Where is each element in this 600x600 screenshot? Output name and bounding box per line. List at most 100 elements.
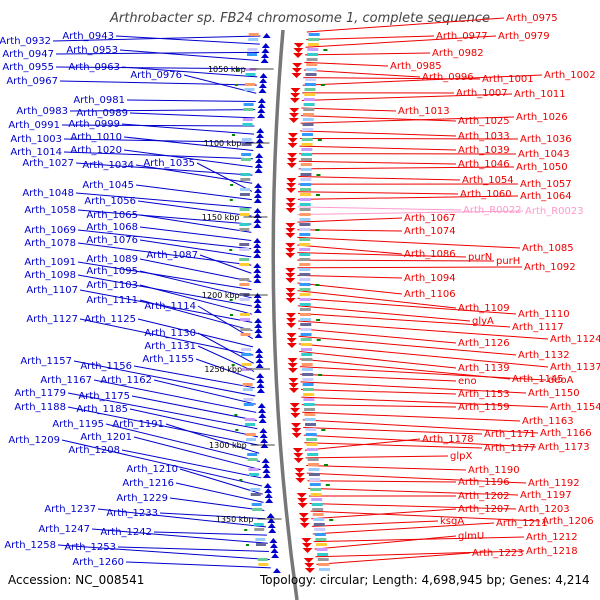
gene-label-arth-1110[interactable]: Arth_1110 [518,309,570,320]
gene-label-arth-1025[interactable]: Arth_1025 [458,116,510,127]
gene-label-arth-1154[interactable]: Arth_1154 [550,402,600,413]
gene-label-arth-1258[interactable]: Arth_1258 [4,540,56,551]
gene-label-arth-1150[interactable]: Arth_1150 [528,388,580,399]
gene-label-arth-1117[interactable]: Arth_1117 [512,322,564,333]
gene-label-arth-1163[interactable]: Arth_1163 [522,416,574,427]
gene-label-arth-1002[interactable]: Arth_1002 [544,70,596,81]
gene-label-arth-1155[interactable]: Arth_1155 [142,354,194,365]
gene-label-purn[interactable]: purN [468,252,492,263]
gene-label-arth-1045[interactable]: Arth_1045 [82,180,134,191]
gene-label-arth-1107[interactable]: Arth_1107 [26,285,78,296]
gene-label-arth-0981[interactable]: Arth_0981 [73,95,125,106]
gene-label-arth-1001[interactable]: Arth_1001 [482,74,534,85]
gene-label-eno[interactable]: eno [458,376,477,387]
gene-label-arth-0953[interactable]: Arth_0953 [66,45,118,56]
gene-label-arth-1036[interactable]: Arth_1036 [520,134,572,145]
gene-label-arth-0983[interactable]: Arth_0983 [16,106,68,117]
gene-label-arth-1094[interactable]: Arth_1094 [404,273,456,284]
gene-label-arth-1089[interactable]: Arth_1089 [86,254,138,265]
gene-label-arth-1167[interactable]: Arth_1167 [40,375,92,386]
gene-label-arth-1035[interactable]: Arth_1035 [143,158,195,169]
gene-label-arth-1125[interactable]: Arth_1125 [84,314,136,325]
gene-label-arth-1185[interactable]: Arth_1185 [76,404,128,415]
gene-label-arth-1106[interactable]: Arth_1106 [404,289,456,300]
gene-label-arth-r0023[interactable]: Arth_R0023 [525,206,584,217]
gene-label-arth-1076[interactable]: Arth_1076 [86,235,138,246]
gene-label-arth-0963[interactable]: Arth_0963 [68,62,120,73]
gene-label-arth-r0022[interactable]: Arth_R0022 [463,205,522,216]
gene-label-arth-1114[interactable]: Arth_1114 [144,301,196,312]
gene-label-arth-1156[interactable]: Arth_1156 [80,361,132,372]
gene-label-arth-1091[interactable]: Arth_1091 [24,257,76,268]
gene-label-arth-1206[interactable]: Arth_1206 [542,516,594,527]
gene-label-arth-1087[interactable]: Arth_1087 [146,250,198,261]
gene-label-arth-1034[interactable]: Arth_1034 [82,160,134,171]
gene-label-arth-1026[interactable]: Arth_1026 [516,112,568,123]
gene-label-arth-1216[interactable]: Arth_1216 [122,478,174,489]
gene-label-arth-1197[interactable]: Arth_1197 [520,490,572,501]
gene-label-purh[interactable]: purH [496,256,520,267]
gene-label-arth-1050[interactable]: Arth_1050 [516,162,568,173]
gene-label-arth-1211[interactable]: Arth_1211 [496,518,548,529]
gene-label-arth-1145[interactable]: Arth_1145 [512,374,564,385]
gene-label-arth-0976[interactable]: Arth_0976 [130,70,182,81]
gene-label-arth-1060[interactable]: Arth_1060 [460,189,512,200]
gene-label-arth-1057[interactable]: Arth_1057 [520,179,572,190]
gene-label-arth-1191[interactable]: Arth_1191 [112,419,164,430]
gene-label-arth-1210[interactable]: Arth_1210 [126,464,178,475]
gene-label-arth-1111[interactable]: Arth_1111 [86,295,138,306]
gene-label-arth-1188[interactable]: Arth_1188 [14,402,66,413]
gene-label-arth-1139[interactable]: Arth_1139 [458,363,510,374]
gene-label-arth-1131[interactable]: Arth_1131 [144,341,196,352]
gene-label-arth-1159[interactable]: Arth_1159 [458,402,510,413]
gene-label-arth-1132[interactable]: Arth_1132 [518,350,570,361]
gene-label-arth-1103[interactable]: Arth_1103 [86,280,138,291]
gene-label-arth-1202[interactable]: Arth_1202 [458,491,510,502]
gene-label-arth-1190[interactable]: Arth_1190 [468,465,520,476]
gene-label-arth-1048[interactable]: Arth_1048 [22,188,74,199]
gene-label-arth-0982[interactable]: Arth_0982 [432,48,484,59]
gene-label-arth-1157[interactable]: Arth_1157 [20,356,72,367]
gene-label-arth-1027[interactable]: Arth_1027 [22,158,74,169]
gene-label-arth-1178[interactable]: Arth_1178 [422,434,474,445]
gene-label-arth-1078[interactable]: Arth_1078 [24,238,76,249]
gene-label-glpx[interactable]: glpX [450,451,472,462]
gene-label-glmu[interactable]: glmU [458,531,484,542]
gene-label-arth-1166[interactable]: Arth_1166 [540,428,592,439]
gene-label-arth-1126[interactable]: Arth_1126 [458,338,510,349]
gene-label-arth-1058[interactable]: Arth_1058 [24,205,76,216]
gene-label-arth-1069[interactable]: Arth_1069 [24,225,76,236]
gene-label-deoa[interactable]: deoA [548,375,574,386]
gene-label-arth-1043[interactable]: Arth_1043 [518,149,570,160]
gene-label-arth-1223[interactable]: Arth_1223 [472,548,524,559]
gene-label-arth-1196[interactable]: Arth_1196 [458,477,510,488]
gene-label-arth-1209[interactable]: Arth_1209 [8,435,60,446]
gene-label-arth-1085[interactable]: Arth_1085 [522,243,574,254]
gene-label-arth-1173[interactable]: Arth_1173 [538,442,590,453]
gene-label-arth-0947[interactable]: Arth_0947 [2,49,54,60]
gene-label-arth-1003[interactable]: Arth_1003 [10,134,62,145]
gene-label-ksga[interactable]: ksgA [440,516,464,527]
gene-label-arth-1260[interactable]: Arth_1260 [72,557,124,568]
gene-label-arth-1175[interactable]: Arth_1175 [78,391,130,402]
gene-label-arth-0979[interactable]: Arth_0979 [498,31,550,42]
gene-label-arth-1153[interactable]: Arth_1153 [458,389,510,400]
gene-label-arth-1233[interactable]: Arth_1233 [106,508,158,519]
gene-label-arth-1065[interactable]: Arth_1065 [86,210,138,221]
gene-label-arth-1013[interactable]: Arth_1013 [398,106,450,117]
gene-label-arth-1010[interactable]: Arth_1010 [70,132,122,143]
gene-label-arth-1054[interactable]: Arth_1054 [462,175,514,186]
gene-label-arth-1033[interactable]: Arth_1033 [458,131,510,142]
gene-label-arth-1124[interactable]: Arth_1124 [550,334,600,345]
gene-label-arth-1218[interactable]: Arth_1218 [526,546,578,557]
gene-label-arth-1074[interactable]: Arth_1074 [404,226,456,237]
gene-label-arth-0967[interactable]: Arth_0967 [6,76,58,87]
gene-label-arth-1195[interactable]: Arth_1195 [52,419,104,430]
gene-label-arth-1212[interactable]: Arth_1212 [526,532,578,543]
gene-label-arth-1179[interactable]: Arth_1179 [14,388,66,399]
gene-label-arth-1171[interactable]: Arth_1171 [484,429,536,440]
gene-label-arth-1229[interactable]: Arth_1229 [116,493,168,504]
gene-label-arth-0996[interactable]: Arth_0996 [422,72,474,83]
gene-label-arth-1056[interactable]: Arth_1056 [84,196,136,207]
gene-label-arth-1192[interactable]: Arth_1192 [528,478,580,489]
